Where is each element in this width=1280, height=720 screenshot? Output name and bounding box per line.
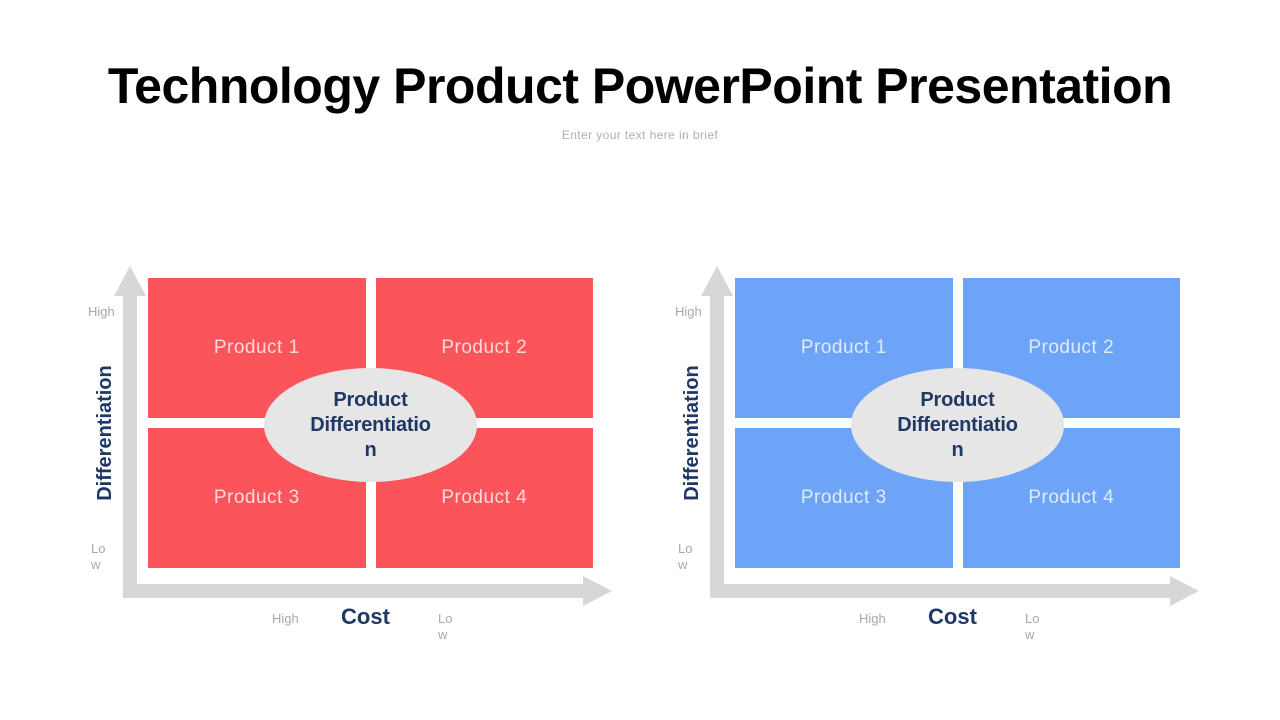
quadrant-grid: Product 1 Product 2 Product 3 Product 4 <box>148 278 593 568</box>
center-ellipse-label: Product Differentiatio n <box>897 388 1018 461</box>
center-ellipse: Product Differentiatio n <box>851 368 1064 482</box>
x-axis-low-tick: Lo w <box>1025 611 1040 642</box>
y-axis-high-tick: High <box>88 304 115 319</box>
quadrant-label: Product 1 <box>213 337 300 358</box>
y-axis-line <box>710 294 724 598</box>
quadrant-label: Product 4 <box>1028 487 1115 508</box>
y-axis-low-tick: Lo w <box>91 541 106 572</box>
slide-subtitle: Enter your text here in brief <box>561 128 719 142</box>
x-axis-high-tick: High <box>859 611 886 626</box>
y-axis-up-arrowhead-icon <box>114 266 146 296</box>
center-ellipse-label: Product Differentiatio n <box>310 388 431 461</box>
quadrant-chart-red: Product 1 Product 2 Product 3 Product 4 … <box>88 266 612 642</box>
center-ellipse: Product Differentiatio n <box>264 368 477 482</box>
y-axis-line <box>123 294 137 598</box>
y-axis-high-tick: High <box>675 304 702 319</box>
y-axis-low-tick: Lo w <box>678 541 693 572</box>
x-axis-title: Cost <box>928 604 977 629</box>
quadrant-label: Product 4 <box>441 487 528 508</box>
x-axis-high-tick: High <box>272 611 299 626</box>
x-axis-right-arrowhead-icon <box>583 576 612 606</box>
y-axis-title: Differentiation <box>681 365 703 501</box>
quadrant-label: Product 2 <box>1028 337 1115 358</box>
quadrant-label: Product 2 <box>441 337 528 358</box>
quadrant-label: Product 3 <box>800 487 887 508</box>
quadrant-chart-blue: Product 1 Product 2 Product 3 Product 4 … <box>587 0 1280 720</box>
x-axis-right-arrowhead-icon <box>1170 576 1199 606</box>
x-axis-title: Cost <box>341 604 390 629</box>
quadrant-label: Product 3 <box>213 487 300 508</box>
x-axis-line <box>710 584 1171 598</box>
x-axis-line <box>123 584 584 598</box>
y-axis-title: Differentiation <box>94 365 116 501</box>
x-axis-low-tick: Lo w <box>438 611 453 642</box>
quadrant-label: Product 1 <box>800 337 887 358</box>
y-axis-up-arrowhead-icon <box>701 266 733 296</box>
slide-title: Technology Product PowerPoint Presentati… <box>107 58 1173 114</box>
